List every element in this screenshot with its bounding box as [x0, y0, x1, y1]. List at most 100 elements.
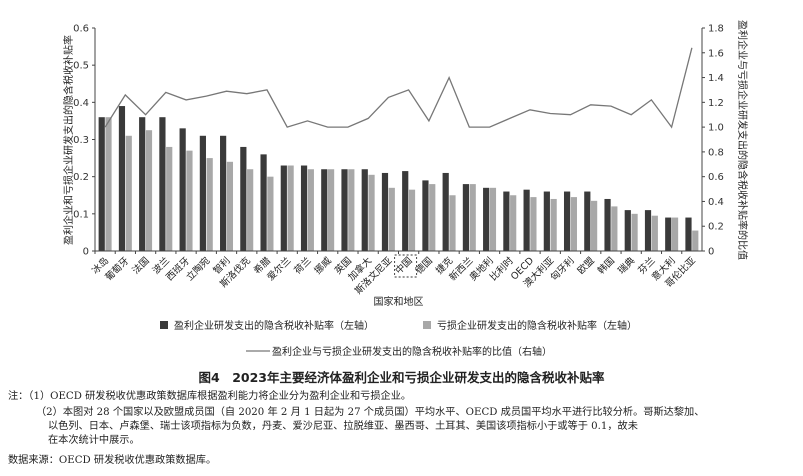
- bar-profit: [341, 169, 348, 251]
- bar-profit: [321, 169, 328, 251]
- bar-loss: [510, 195, 517, 251]
- legend: 盈利企业研发支出的隐含税收补贴率（左轴） 亏损企业研发支出的隐含税收补贴率（左轴）…: [160, 319, 637, 358]
- y-left-tick-label: 0.4: [73, 98, 89, 109]
- bar-loss: [206, 158, 213, 251]
- bar-loss: [631, 213, 638, 251]
- y-right-tick-label: 1.8: [708, 24, 724, 35]
- y-right-tick-label: 0.2: [708, 222, 724, 233]
- bar-profit: [199, 135, 206, 251]
- x-axis-title: 国家和地区: [374, 295, 424, 308]
- legend-label-profit: 盈利企业研发支出的隐含税收补贴率（左轴）: [174, 319, 374, 332]
- bar-profit: [644, 210, 652, 251]
- bar-profit: [665, 217, 672, 251]
- bar-profit: [361, 169, 368, 251]
- x-tick-label: 荷兰: [292, 255, 314, 277]
- bar-profit: [139, 117, 146, 251]
- x-tick-label: 立陶宛: [184, 254, 213, 283]
- bar-profit: [543, 191, 550, 251]
- bar-profit: [260, 154, 267, 251]
- data-source: 数据来源：OECD 研发税收优惠政策数据库。: [8, 455, 217, 466]
- bar-loss: [429, 184, 436, 251]
- x-tick-label: 爱尔兰: [265, 255, 294, 284]
- x-tick-label: 瑞典: [615, 254, 637, 276]
- bar-loss: [408, 189, 416, 251]
- bar-loss: [186, 150, 193, 251]
- y-left-tick-label: 0.3: [73, 135, 89, 146]
- bar-profit: [523, 189, 530, 251]
- note-2-end: 在本次统计中展示。: [48, 435, 140, 446]
- y-right-axis-title: 盈利企业与亏损企业研发支出的隐含税收补贴率的比值: [736, 20, 749, 260]
- figure-title: 图4 2023年主要经济体盈利企业和亏损企业研发支出的隐含税收补贴率: [198, 370, 605, 385]
- bar-loss: [449, 195, 456, 251]
- bar-loss: [327, 169, 335, 251]
- bar-loss: [166, 146, 173, 251]
- bar-loss: [530, 197, 537, 251]
- y-left-axis-title: 盈利企业和亏损企业研发支出的隐含税收补贴率: [62, 35, 75, 245]
- x-tick-label: 欧盟: [575, 254, 597, 276]
- legend-label-loss: 亏损企业研发支出的隐含税收补贴率（左轴）: [437, 319, 637, 332]
- bar-loss: [671, 217, 679, 251]
- bar-loss: [611, 206, 618, 251]
- y-left-tick-label: 0: [83, 247, 89, 258]
- x-tick-label: 匈牙利: [548, 255, 577, 284]
- bar-loss: [591, 200, 598, 251]
- bar-loss: [570, 197, 577, 251]
- x-tick-label: 韩国: [595, 255, 617, 277]
- bar-profit: [280, 165, 287, 251]
- note-2-cont: 以色列、日本、卢森堡、瑞士该项指标为负数，丹麦、爱沙尼亚、拉脱维亚、墨西哥、土耳…: [48, 421, 638, 432]
- bar-loss: [469, 184, 476, 251]
- x-tick-label: 中国: [393, 255, 415, 277]
- bar-profit: [685, 217, 692, 251]
- legend-label-ratio: 盈利企业与亏损企业研发支出的隐含税收补贴率的比值（右轴）: [272, 345, 552, 358]
- y-right-tick-label: 0.8: [708, 147, 724, 158]
- bar-loss: [348, 169, 355, 251]
- note-2: （2）本图对 28 个国家以及欧盟成员国（自 2020 年 2 月 1 日起为 …: [36, 407, 705, 418]
- bar-profit: [240, 146, 247, 251]
- y-right-tick-label: 0.4: [708, 197, 724, 208]
- y-right-tick-label: 1.0: [708, 123, 724, 134]
- x-tick-label: 法国: [130, 255, 152, 277]
- bar-loss: [125, 135, 132, 251]
- chart: 0 0.1 0.2 0.3 0.4 0.5 0.6 0 0.2 0.4 0.6 0.8 1.0 1.2 1.…: [62, 20, 749, 358]
- bar-loss: [489, 187, 497, 251]
- bar-loss: [145, 130, 153, 251]
- note-1: 注：（1）OECD 研发税收优惠政策数据库根据盈利能力将企业分为盈利企业和亏损企…: [8, 391, 412, 402]
- legend-swatch-profit: [160, 321, 168, 329]
- bar-loss: [388, 187, 395, 251]
- bar-profit: [584, 191, 591, 251]
- plot-area: [98, 47, 699, 251]
- x-tick-label: 挪威: [312, 254, 334, 276]
- bar-profit: [220, 135, 227, 251]
- bar-loss: [287, 165, 294, 251]
- bar-profit: [624, 210, 631, 251]
- bar-profit: [159, 117, 166, 251]
- bar-loss: [692, 230, 699, 251]
- y-right-tick-label: 0.6: [708, 172, 724, 183]
- bar-profit: [483, 187, 490, 251]
- bar-profit: [300, 165, 308, 251]
- bar-profit: [563, 191, 571, 251]
- bar-loss: [226, 161, 234, 251]
- bar-profit: [381, 172, 389, 251]
- highlight-box: [394, 254, 418, 278]
- bar-loss: [105, 117, 112, 251]
- y-right-tick-label: 0: [708, 247, 714, 258]
- bar-loss: [307, 169, 314, 251]
- bar-profit: [179, 128, 186, 251]
- y-left-tick-label: 0.2: [73, 172, 89, 183]
- bar-profit: [503, 191, 510, 251]
- bar-profit: [422, 180, 429, 251]
- bar-loss: [247, 169, 254, 251]
- legend-swatch-loss: [423, 321, 431, 329]
- bar-profit: [462, 184, 470, 251]
- y-left-tick-label: 0.6: [73, 24, 89, 35]
- bar-loss: [267, 176, 274, 251]
- bar-loss: [368, 174, 375, 251]
- x-tick-label: 葡萄牙: [103, 255, 132, 284]
- bar-profit: [442, 172, 449, 251]
- y-left-tick-label: 0.5: [73, 61, 89, 72]
- y-left-tick-label: 0.1: [73, 209, 89, 220]
- bar-profit: [402, 171, 409, 251]
- bar-profit: [118, 106, 126, 251]
- ratio-line: [104, 47, 693, 129]
